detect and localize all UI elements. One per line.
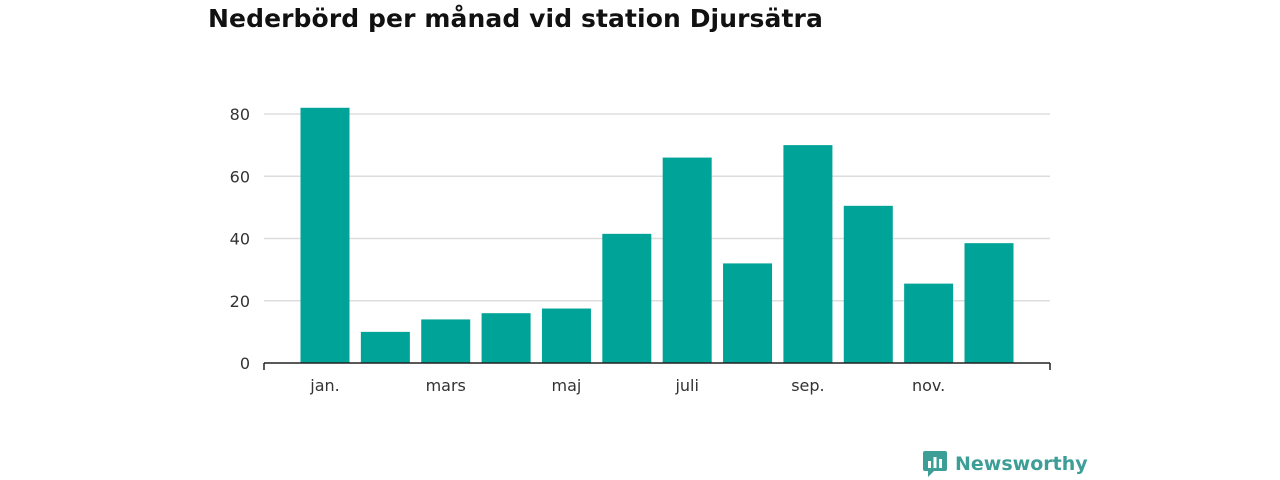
bar <box>300 107 350 364</box>
bar <box>843 205 893 363</box>
x-tick-label: maj <box>552 376 582 395</box>
y-axis-ticks: 0 20 40 60 80 <box>230 105 250 373</box>
y-tick-label: 80 <box>230 105 250 124</box>
x-tick-label: nov. <box>912 376 945 395</box>
brand-name: Newsworthy <box>955 453 1088 475</box>
bar <box>783 145 833 363</box>
x-tick-label: jan. <box>309 376 339 395</box>
bar <box>481 313 531 363</box>
bar <box>602 233 652 363</box>
x-axis-ticks: jan. mars maj juli sep. nov. <box>309 376 945 395</box>
y-tick-label: 20 <box>230 292 250 311</box>
y-tick-label: 60 <box>230 167 250 186</box>
y-tick-label: 40 <box>230 230 250 249</box>
bar <box>421 319 471 363</box>
bar <box>723 263 773 363</box>
x-tick-label: sep. <box>791 376 824 395</box>
bar <box>964 243 1014 363</box>
bar <box>904 283 954 363</box>
x-tick-label: mars <box>426 376 466 395</box>
brand-logo: Newsworthy <box>922 450 1088 478</box>
bars <box>300 107 1014 364</box>
bar <box>662 157 712 363</box>
bar <box>541 308 591 363</box>
x-tick-label: juli <box>674 376 698 395</box>
y-tick-label: 0 <box>240 354 250 373</box>
bar <box>360 331 410 363</box>
chart-title: Nederbörd per månad vid station Djursätr… <box>208 4 823 33</box>
newsworthy-logo-icon <box>923 451 947 477</box>
axes <box>263 362 1051 370</box>
gridlines <box>264 113 1050 302</box>
